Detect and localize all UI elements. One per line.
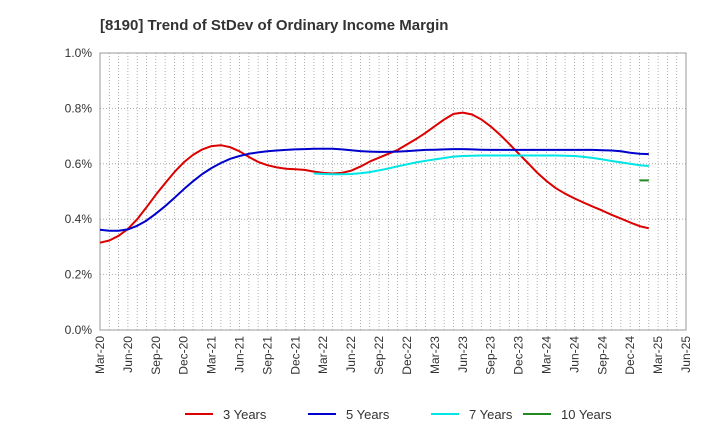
series-line-7-years [313, 154, 649, 176]
x-tick-label: Sep-23 [484, 336, 498, 375]
series-line-5-years [99, 147, 649, 232]
x-tick-label: Mar-22 [316, 336, 330, 374]
x-tick-label: Sep-24 [595, 336, 609, 375]
x-tick-label: Mar-24 [539, 336, 553, 374]
axes: 0.0% 0.2% 0.4% 0.6% 0.8% 1.0% Mar-20 Jun-20 Sep-… [65, 46, 693, 375]
grid [99, 52, 687, 331]
x-tick-label: Dec-24 [623, 336, 637, 375]
legend-label: 5 Years [346, 407, 390, 422]
chart-title: [8190] Trend of StDev of Ordinary Income… [100, 17, 448, 34]
x-tick-label: Sep-22 [372, 336, 386, 375]
x-tick-label: Jun-21 [233, 336, 247, 373]
x-tick-label: Dec-21 [288, 336, 302, 375]
x-tick-label: Jun-25 [679, 336, 693, 373]
y-tick-label: 1.0% [65, 46, 93, 60]
x-tick-label: Sep-20 [149, 336, 163, 375]
legend-label: 10 Years [561, 407, 612, 422]
series-lines [99, 111, 650, 244]
y-tick-label: 0.4% [65, 212, 93, 226]
plot-border [99, 52, 687, 331]
x-tick-label: Jun-24 [567, 336, 581, 373]
legend-label: 7 Years [469, 407, 513, 422]
x-tick-label: Jun-20 [121, 336, 135, 373]
x-tick-label: Sep-21 [260, 336, 274, 375]
x-tick-label: Mar-20 [93, 336, 107, 374]
y-tick-label: 0.6% [65, 157, 93, 171]
legend-label: 3 Years [223, 407, 267, 422]
x-tick-label: Jun-22 [344, 336, 358, 373]
y-tick-label: 0.8% [65, 101, 93, 115]
x-tick-label: Mar-25 [651, 336, 665, 374]
x-tick-label: Dec-20 [177, 336, 191, 375]
plot-area [100, 53, 686, 330]
legend: 3 Years 5 Years 7 Years 10 Years [185, 407, 612, 422]
y-tick-label: 0.2% [65, 268, 93, 282]
y-tick-label: 0.0% [65, 323, 93, 337]
x-tick-label: Jun-23 [456, 336, 470, 373]
series-line-3-years [99, 111, 650, 244]
x-tick-label: Dec-22 [400, 336, 414, 375]
x-tick-label: Mar-21 [205, 336, 219, 374]
x-tick-label: Mar-23 [428, 336, 442, 374]
x-tick-label: Dec-23 [512, 336, 526, 375]
